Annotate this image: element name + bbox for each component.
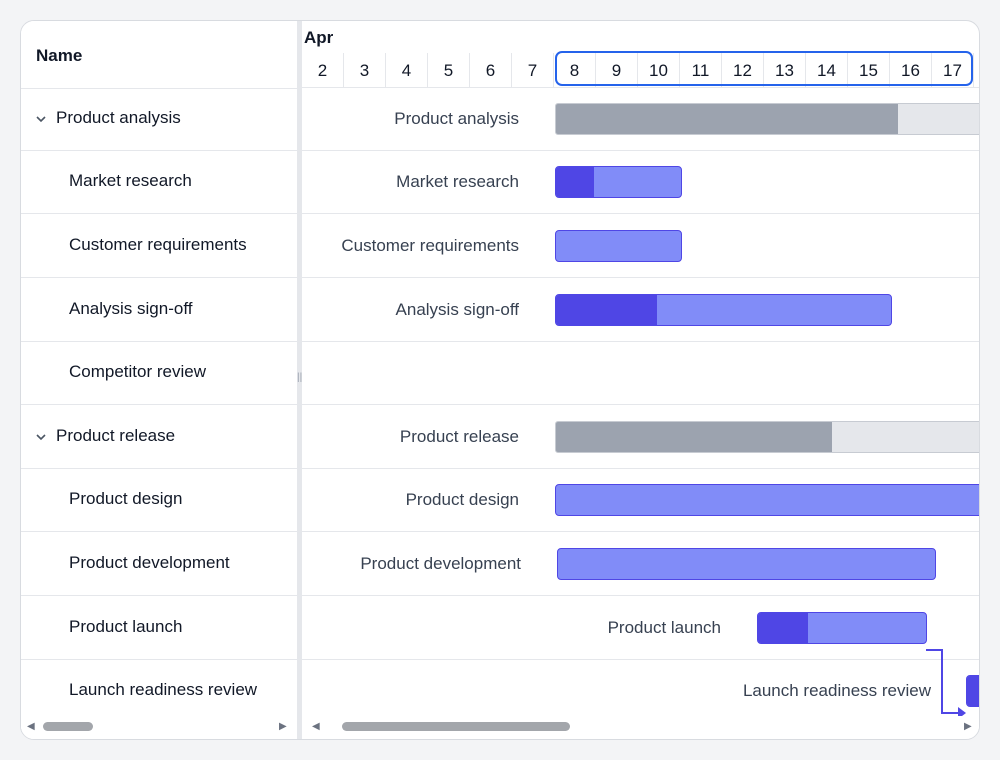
bar-label: Customer requirements (341, 236, 519, 255)
bar-label: Product analysis (394, 109, 519, 128)
grid-row[interactable]: Launch readiness review (21, 660, 297, 723)
progress-fill (556, 167, 594, 197)
task-bar[interactable] (557, 548, 936, 580)
day-cell[interactable]: 9 (596, 53, 638, 88)
bar-label: Product design (405, 490, 519, 509)
grid-row-group[interactable]: Product analysis (21, 88, 297, 151)
grid-row[interactable]: Product launch (21, 597, 297, 660)
grid-scroll-thumb[interactable] (43, 722, 93, 731)
chevron-down-icon[interactable] (34, 112, 48, 126)
task-name: Analysis sign-off (69, 299, 193, 318)
chevron-down-icon[interactable] (34, 430, 48, 444)
date-range-selection[interactable] (555, 51, 973, 86)
task-bar[interactable] (555, 166, 682, 198)
grid-row[interactable]: Product design (21, 469, 297, 532)
day-cell[interactable]: 7 (512, 53, 554, 88)
task-name: Launch readiness review (69, 680, 258, 699)
task-bar[interactable] (555, 484, 979, 516)
task-bar[interactable] (555, 230, 682, 262)
day-cell[interactable]: 16 (890, 53, 932, 88)
task-name: Customer requirements (69, 235, 247, 254)
splitter-grip-icon[interactable]: || (297, 372, 303, 383)
progress-fill (758, 613, 809, 643)
day-cell[interactable]: 3 (344, 53, 386, 88)
summary-bar[interactable] (555, 103, 979, 135)
grid-header: Name (21, 21, 297, 89)
day-cell[interactable]: 15 (848, 53, 890, 88)
day-cell[interactable]: 14 (806, 53, 848, 88)
task-name: Product launch (69, 617, 183, 636)
timeline-scroll-thumb[interactable] (342, 722, 570, 731)
task-grid: Name Product analysis Market research Cu… (21, 21, 297, 739)
bar-label: Product release (399, 427, 519, 446)
day-cell[interactable]: 12 (722, 53, 764, 88)
timeline-days: 2 3 4 5 6 7 8 9 10 11 12 13 14 15 16 17 (302, 53, 979, 88)
summary-bar[interactable] (555, 421, 979, 453)
scroll-right-icon[interactable]: ▶ (279, 721, 287, 732)
timeline-row: Customer requirements (302, 215, 979, 278)
timeline-row: Product launch (302, 597, 979, 660)
bar-label: Market research (396, 172, 519, 191)
grid-row[interactable]: Market research (21, 151, 297, 214)
day-cell[interactable]: 6 (470, 53, 512, 88)
gantt-chart: Name Product analysis Market research Cu… (20, 20, 980, 740)
task-bar[interactable] (757, 612, 927, 644)
grid-scrollbar[interactable]: ◀ ▶ (21, 716, 297, 738)
timeline-row: Analysis sign-off (302, 279, 979, 342)
timeline-row (302, 342, 979, 405)
timeline-row: Product design (302, 469, 979, 532)
scroll-right-icon[interactable]: ▶ (964, 721, 972, 732)
grid-row[interactable]: Product development (21, 533, 297, 596)
task-name: Product analysis (56, 108, 181, 127)
timeline-row: Market research (302, 151, 979, 214)
progress-fill (556, 295, 657, 325)
dependency-line (926, 649, 942, 651)
scroll-left-icon[interactable]: ◀ (312, 721, 320, 732)
task-name: Market research (69, 171, 192, 190)
day-cell[interactable]: 2 (302, 53, 344, 88)
grid-row[interactable]: Competitor review (21, 342, 297, 405)
task-name: Product development (69, 553, 230, 572)
progress-fill (556, 104, 898, 134)
day-cell[interactable]: 10 (638, 53, 680, 88)
bar-label: Product launch (607, 618, 721, 637)
task-bar[interactable] (555, 294, 892, 326)
day-cell[interactable]: 8 (554, 53, 596, 88)
grid-row-group[interactable]: Product release (21, 406, 297, 469)
timeline-row: Product analysis (302, 88, 979, 151)
progress-fill (967, 676, 979, 706)
dependency-line (941, 712, 961, 714)
bar-label: Launch readiness review (742, 681, 931, 700)
timeline-row: Product release (302, 406, 979, 469)
scroll-left-icon[interactable]: ◀ (27, 721, 35, 732)
timeline-row: Launch readiness review (302, 660, 979, 723)
day-cell[interactable]: 5 (428, 53, 470, 88)
timeline-scrollbar[interactable]: ◀ ▶ (302, 716, 979, 738)
day-cell[interactable]: 4 (386, 53, 428, 88)
task-name: Product design (69, 489, 183, 508)
grid-row[interactable]: Analysis sign-off (21, 279, 297, 342)
day-cell[interactable]: 13 (764, 53, 806, 88)
task-name: Competitor review (69, 362, 206, 381)
task-name: Product release (56, 426, 176, 445)
progress-fill (556, 422, 832, 452)
column-header-name[interactable]: Name (36, 46, 83, 65)
grid-row[interactable]: Customer requirements (21, 215, 297, 278)
day-cell[interactable]: 11 (680, 53, 722, 88)
pane-splitter[interactable]: || (297, 21, 302, 739)
timeline-month: Apr (304, 28, 334, 47)
dependency-line (941, 649, 943, 713)
bar-label: Product development (360, 554, 521, 573)
milestone-bar[interactable] (966, 675, 979, 707)
day-cell[interactable]: 17 (932, 53, 974, 88)
timeline-row: Product development (302, 533, 979, 596)
bar-label: Analysis sign-off (395, 300, 519, 319)
timeline-pane: Apr 2 3 4 5 6 7 8 9 10 11 12 13 14 15 16 17 Product ana… (302, 21, 979, 739)
